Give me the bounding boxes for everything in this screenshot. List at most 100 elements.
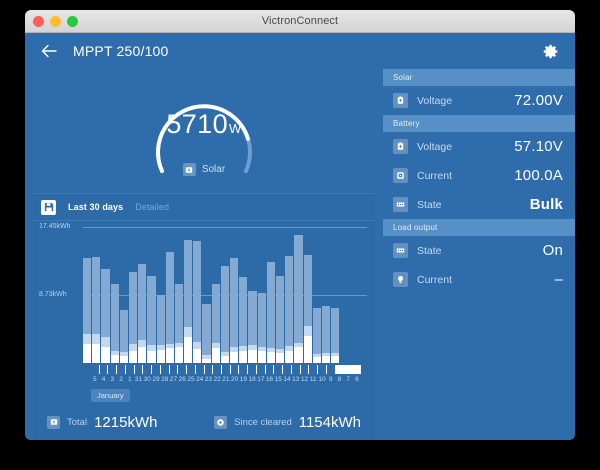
gauge-value: 5710W [138,109,270,140]
scrollbar-tick [99,365,108,374]
x-axis-tick: 6 [355,376,359,383]
reading-value: 72.00V [514,92,563,109]
bar-column[interactable] [83,257,92,363]
scrollbar-tick [344,365,353,374]
bar-segment-mid [101,336,110,348]
bar-segment-low [266,352,275,363]
battery-icon [393,139,408,154]
x-axis-tick: 31 [134,376,143,383]
bar-column[interactable] [193,240,202,363]
bar-segment-mid [220,352,229,356]
close-window-button[interactable] [33,15,44,27]
bar-segment-high [285,256,294,346]
x-axis-tick: 19 [239,376,247,383]
bar-segment-low [128,350,138,363]
tab-detailed[interactable]: Detailed [135,202,170,212]
bar-column[interactable] [184,239,193,363]
month-badge: January [91,389,130,402]
bar-segment-low [285,350,294,363]
readings-sidebar: Solar Voltage 72.00V Battery Voltage 57.10V Cu… [383,69,575,440]
bar-column[interactable] [266,261,275,363]
bar-column[interactable] [101,268,110,363]
current-icon [393,168,408,183]
bar-column[interactable] [110,283,119,363]
x-axis-tick: 5 [93,376,97,383]
bar-column[interactable] [321,306,331,363]
scrollbar-tick [222,365,230,374]
bar-column[interactable] [220,266,229,363]
bar-segment-low [156,349,165,363]
bar-column[interactable] [156,295,165,363]
x-axis-tick: 12 [300,376,309,383]
back-arrow-icon[interactable] [39,41,59,61]
bar-segment-low [294,347,303,363]
bar-segment-high [220,266,229,353]
bar-column[interactable] [92,257,101,363]
solar-panel-icon [182,163,196,176]
bar-column[interactable] [138,264,147,363]
scrollbar-tick [169,365,178,374]
maximize-window-button[interactable] [67,15,78,27]
bar-segment-low [321,356,331,363]
bar-segment-high [239,276,248,346]
bar-column[interactable] [248,291,257,363]
bar-column[interactable] [119,310,128,363]
reading-value: Bulk [529,196,563,213]
bar-segment-low [312,356,321,363]
bar-segment-low [211,348,220,363]
scrollbar-tick [91,365,99,374]
bar-segment-high [230,257,239,348]
scrollbar-tick [283,365,291,374]
bar-column[interactable] [230,257,239,363]
bar-column[interactable] [239,276,248,363]
bar-segment-mid [257,346,266,351]
reading-label: Voltage [417,94,453,107]
bar-segment-high [312,307,321,354]
minimize-window-button[interactable] [50,15,61,27]
bar-column[interactable] [275,275,285,363]
bar-segment-high [156,295,165,346]
scrollbar-tick [309,365,318,374]
bar-column[interactable] [211,283,220,363]
bar-segment-high [321,306,331,353]
x-axis-tick: 15 [274,376,282,383]
save-disk-icon[interactable] [41,199,56,215]
total-block-lifetime: Total 1215kWh [47,414,157,431]
solar-power-gauge: 5710W Solar [25,69,383,193]
bar-column[interactable] [285,256,294,363]
bar-segment-high [119,310,128,353]
bar-column[interactable] [202,303,211,363]
tab-last-30-days[interactable]: Last 30 days [68,202,124,212]
bar-column[interactable] [303,255,312,363]
scrollbar-tick [117,365,125,374]
scrollbar-tick [195,365,204,374]
bar-column[interactable] [147,275,156,363]
dots-icon [393,243,408,258]
bar-column[interactable] [331,308,340,363]
chart-horizontal-scrollbar[interactable] [91,365,361,374]
bar-column[interactable] [128,271,138,363]
bar-segment-low [184,336,193,363]
reading-value: 100.0A [514,167,563,184]
scrollbar-tick [291,365,300,374]
bar-column[interactable] [165,252,174,363]
bar-segment-high [331,308,340,353]
bar-column[interactable] [312,307,321,363]
app-header: MPPT 250/100 [25,33,575,69]
x-axis-tick: 21 [222,376,230,383]
x-axis-tick: 1 [127,376,132,383]
gear-glyph [543,44,557,58]
bar-segment-high [165,252,174,345]
scrollbar-tick [204,365,213,374]
app-body: 5710W Solar [25,69,575,440]
history-chart-card: Last 30 days Detailed 17.45kWh 8.73kWh 5… [33,193,375,440]
bar-column[interactable] [257,292,266,363]
bar-column[interactable] [174,284,184,363]
total-value: 1154kWh [298,413,361,431]
gear-icon[interactable] [539,40,561,62]
bar-segment-high [110,283,119,351]
bar-segment-high [184,239,193,328]
gauge-unit: W [229,121,242,136]
reading-row: Voltage 72.00V [383,86,575,115]
bar-column[interactable] [294,235,303,363]
